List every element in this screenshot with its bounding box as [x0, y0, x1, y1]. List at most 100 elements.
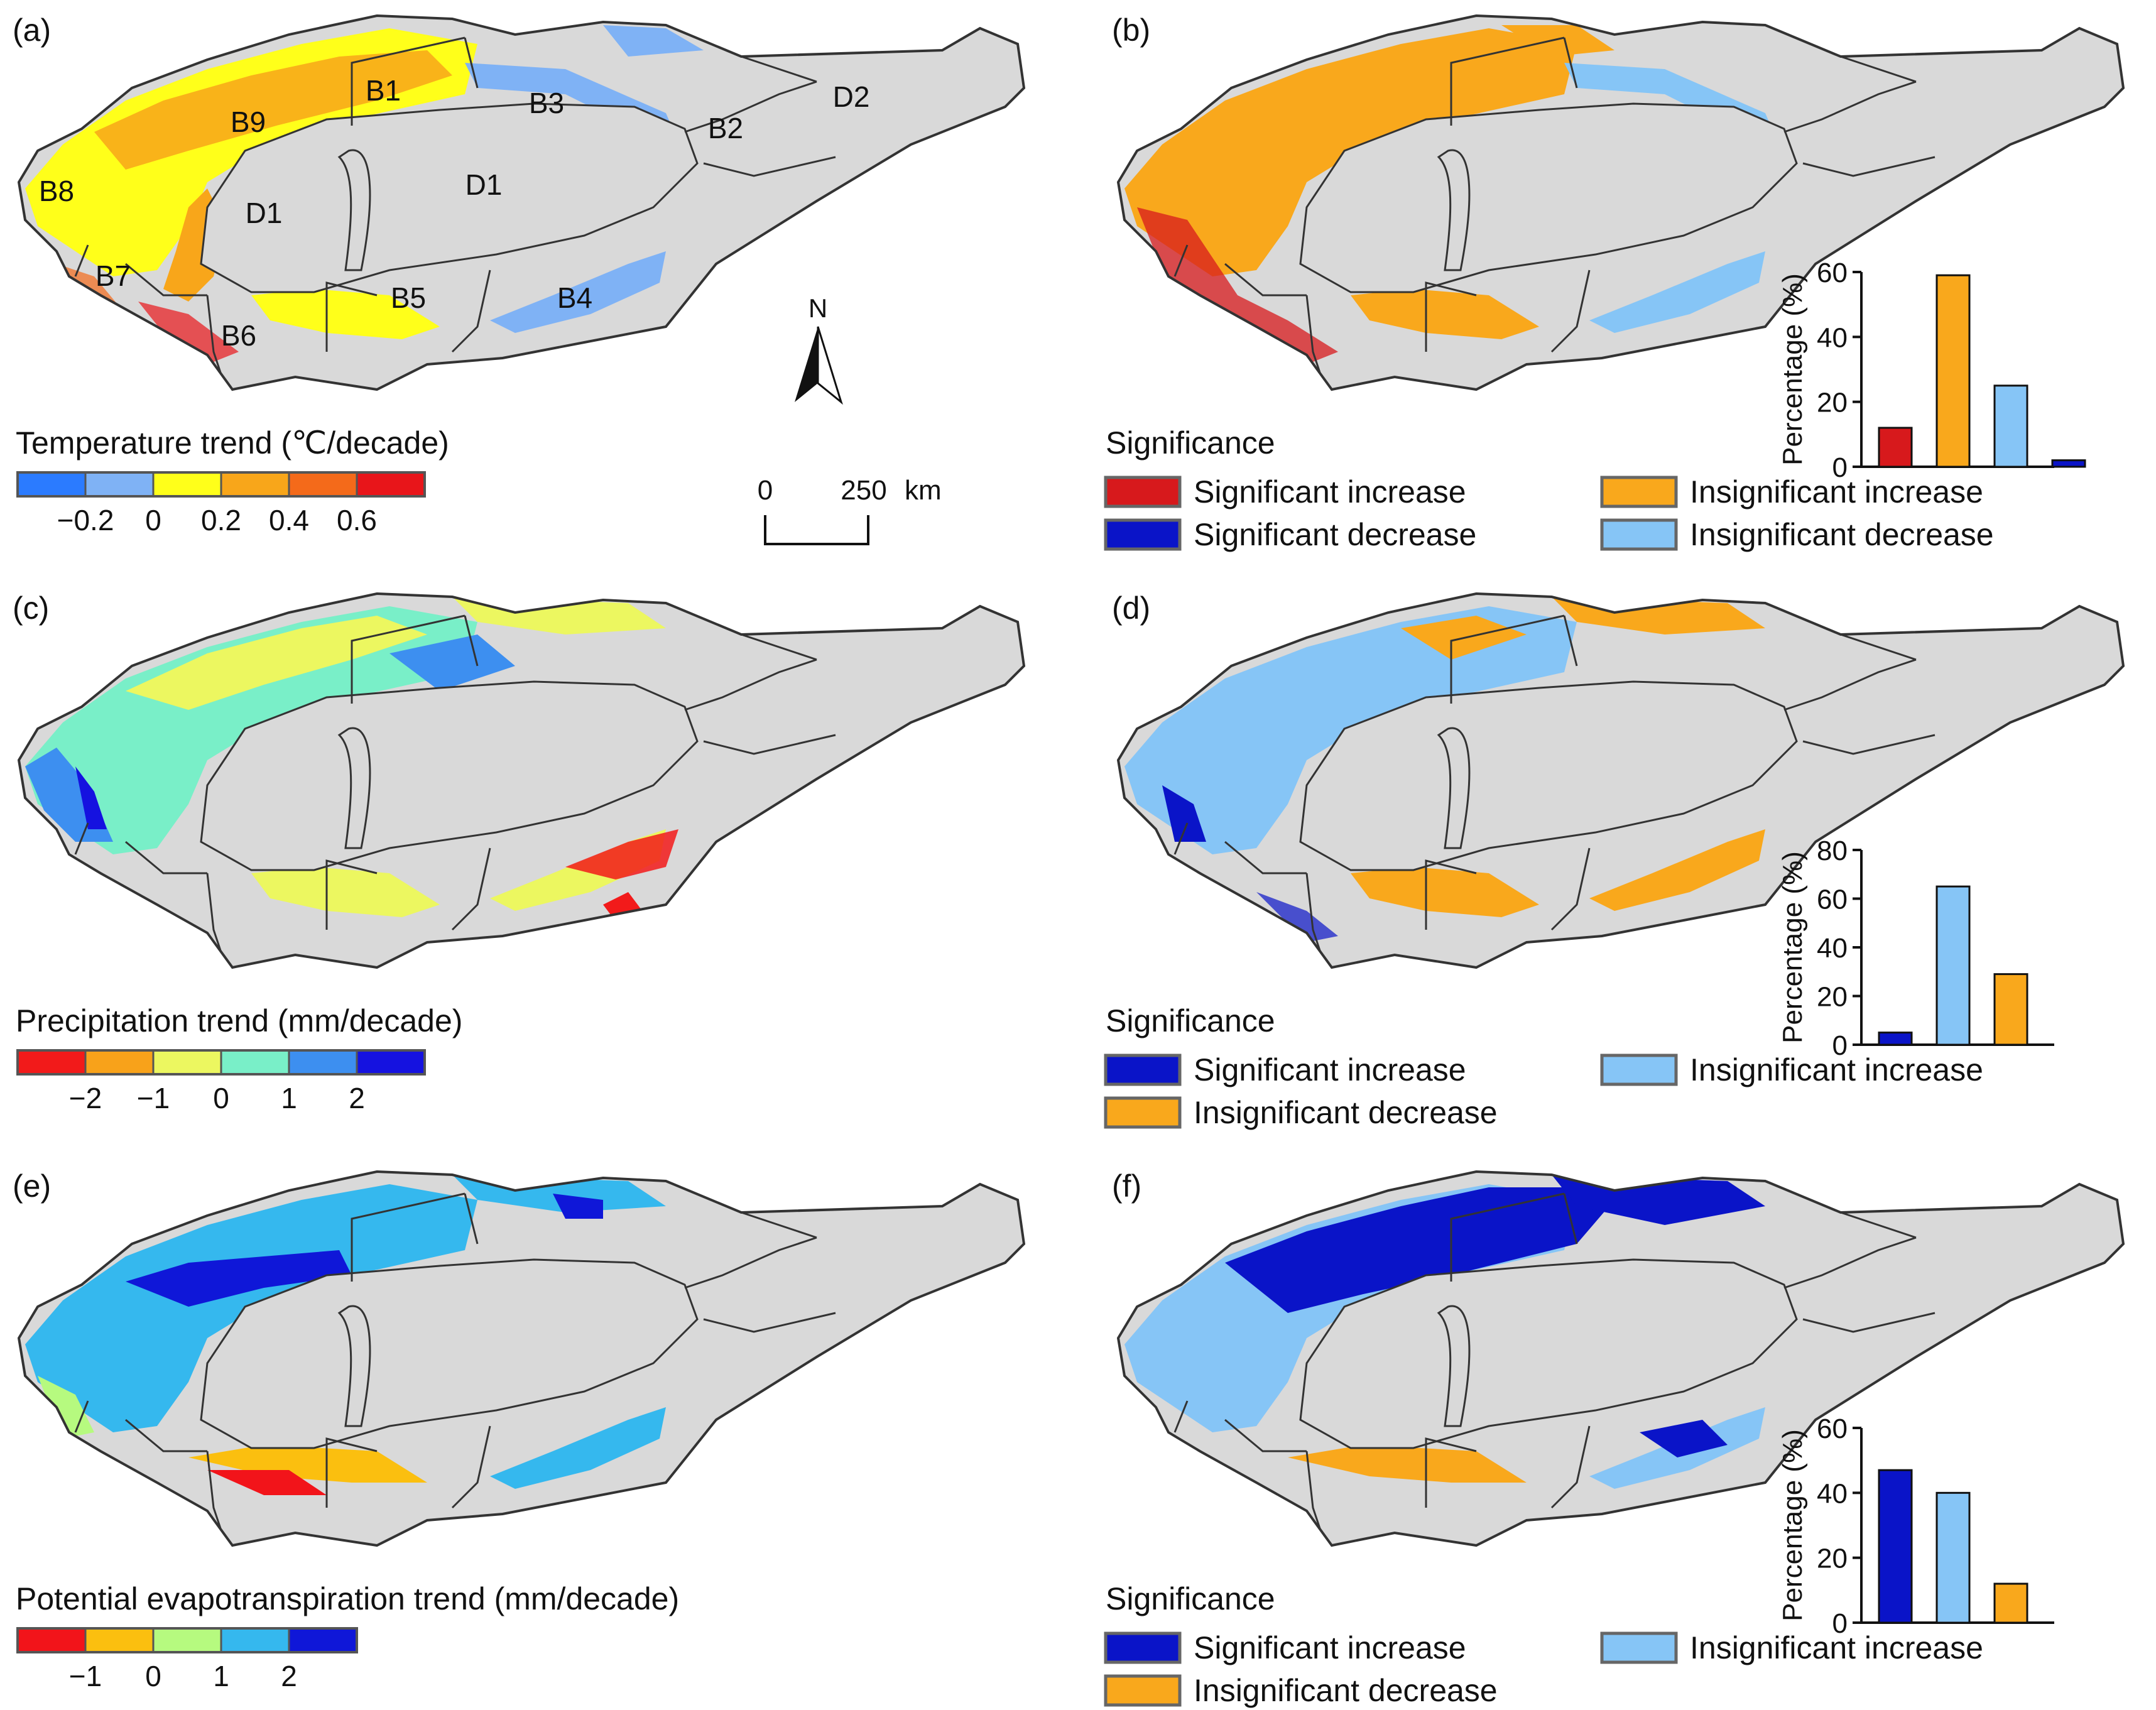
inset-bar-chart: 0 20 40 60 80 Percentage (%): [1777, 836, 2054, 1061]
y-tick-label: 60: [1817, 258, 1848, 288]
legend-tick: 0: [145, 1660, 161, 1692]
region-map: [1117, 592, 2125, 969]
legend-swatch: [288, 1627, 358, 1653]
legend-tick: 0: [145, 504, 161, 536]
panel-d: (d) Significance Significant increase Insig…: [1104, 591, 2125, 1130]
region-label-b3: B3: [529, 87, 564, 119]
legend-swatch: [16, 471, 87, 498]
region-label-d1: D1: [246, 197, 283, 229]
y-tick-label: 40: [1817, 933, 1848, 964]
region-label-b8: B8: [39, 175, 74, 207]
legend-tick: 0.6: [337, 504, 377, 536]
y-tick-label: 20: [1817, 388, 1848, 418]
panel-c: (c) Precipitation trend (mm/decade) −2 −1 0 1…: [13, 591, 1025, 1114]
legend-item-label: Insignificant increase: [1690, 1052, 1983, 1087]
legend-tick: −1: [69, 1660, 102, 1692]
region-map: [18, 14, 1025, 391]
trend-legend: Potential evapotranspiration trend (mm/d…: [16, 1581, 679, 1692]
region-label-b4: B4: [557, 281, 592, 314]
legend-tick: 0.4: [269, 504, 309, 536]
panel-label: (c): [13, 591, 49, 626]
legend-item-label: Significant decrease: [1194, 517, 1476, 552]
region-label-b7: B7: [95, 259, 131, 292]
basin-boundaries: [74, 614, 836, 967]
basin-boundaries: [74, 1192, 836, 1545]
legend-swatch: [16, 1049, 87, 1076]
legend-swatch: [84, 1627, 155, 1653]
legend-item-label: Insignificant increase: [1690, 474, 1983, 509]
legend-swatch: [152, 1627, 222, 1653]
panel-e: (e) Potential evapotranspiration trend (m…: [13, 1168, 1025, 1692]
legend-tick: 0: [213, 1082, 229, 1114]
y-tick-label: 20: [1817, 982, 1848, 1013]
y-axis-label: Percentage (%): [1777, 1429, 1808, 1621]
y-tick-label: 0: [1832, 1030, 1848, 1061]
legend-item-label: Insignificant decrease: [1690, 517, 1994, 552]
north-arrow-letter: N: [808, 293, 827, 323]
bar-significant-increase: [1878, 1469, 1913, 1624]
legend-tick: −2: [69, 1082, 102, 1114]
region-label-b9: B9: [231, 106, 266, 138]
y-tick-label: 0: [1832, 452, 1848, 483]
panel-f: (f) Significance Significant increase Insig…: [1104, 1168, 2125, 1708]
legend-title: Temperature trend (℃/decade): [16, 425, 449, 460]
legend-swatch: [356, 1049, 426, 1076]
legend-item-label: Insignificant decrease: [1194, 1673, 1498, 1708]
y-tick-label: 80: [1817, 836, 1848, 866]
legend-tick: −1: [137, 1082, 170, 1114]
region-map: [1117, 1170, 2125, 1547]
legend-swatch: [16, 1627, 87, 1653]
legend-swatch: [84, 471, 155, 498]
bar-significant-increase: [1878, 1032, 1913, 1046]
bar-insignificant-decrease: [1993, 1582, 2028, 1624]
legend-item-label: Significant increase: [1194, 1052, 1466, 1087]
bar-insignificant-decrease: [1993, 973, 2028, 1046]
inset-bar-chart: 0 20 40 60 Percentage (%): [1777, 258, 2086, 483]
scale-bar-unit: km: [905, 475, 942, 506]
bar-insignificant-increase: [1936, 274, 1971, 468]
trend-legend: Temperature trend (℃/decade) −0.2 0 0.2 0.4 0…: [16, 425, 449, 536]
legend-swatch: [1104, 518, 1182, 551]
panel-label: (a): [13, 13, 51, 48]
region-label-b1: B1: [366, 74, 401, 107]
bar-significant-increase: [1878, 427, 1913, 468]
region-label-d1: D1: [466, 168, 503, 201]
region-label-b6: B6: [221, 319, 256, 352]
panel-label: (e): [13, 1168, 51, 1204]
legend-tick: −0.2: [57, 504, 114, 536]
legend-title: Significance: [1106, 1581, 1275, 1616]
scale-bar-end: 250: [841, 475, 886, 506]
y-tick-label: 0: [1832, 1608, 1848, 1639]
legend-swatch: [1104, 1674, 1182, 1707]
y-axis-label: Percentage (%): [1777, 851, 1808, 1043]
region-label-b5: B5: [391, 281, 426, 314]
inset-bar-chart: 0 20 40 60 Percentage (%): [1777, 1413, 2054, 1639]
legend-swatch: [1104, 476, 1182, 508]
legend-tick: 2: [349, 1082, 365, 1114]
significance-legend: Significance Significant increase Insignif…: [1104, 1003, 1983, 1130]
basin-boundaries: [74, 36, 836, 389]
basin-boundaries: [1173, 36, 1936, 389]
bar-insignificant-increase: [1936, 1491, 1971, 1624]
legend-tick: 1: [213, 1660, 229, 1692]
scale-bar-start: 0: [758, 475, 773, 506]
legend-swatch: [84, 1049, 155, 1076]
y-tick-label: 60: [1817, 1413, 1848, 1444]
y-axis-label: Percentage (%): [1777, 273, 1808, 466]
bar-insignificant-increase: [1936, 885, 1971, 1046]
legend-swatch: [1600, 476, 1678, 508]
legend-swatch: [288, 471, 358, 498]
y-tick-label: 60: [1817, 885, 1848, 915]
y-tick-label: 40: [1817, 322, 1848, 353]
legend-tick: 1: [281, 1082, 297, 1114]
legend-swatch: [220, 471, 290, 498]
legend-swatch: [356, 471, 426, 498]
legend-swatch: [288, 1049, 358, 1076]
region-label-d2: D2: [833, 80, 870, 113]
legend-swatch: [1104, 1096, 1182, 1129]
bar-insignificant-decrease: [1993, 384, 2028, 468]
significance-legend: Significance Significant increase Insignif…: [1104, 1581, 1983, 1708]
scale-bar: 0 250 km: [758, 475, 942, 545]
region-map: [18, 1170, 1025, 1547]
